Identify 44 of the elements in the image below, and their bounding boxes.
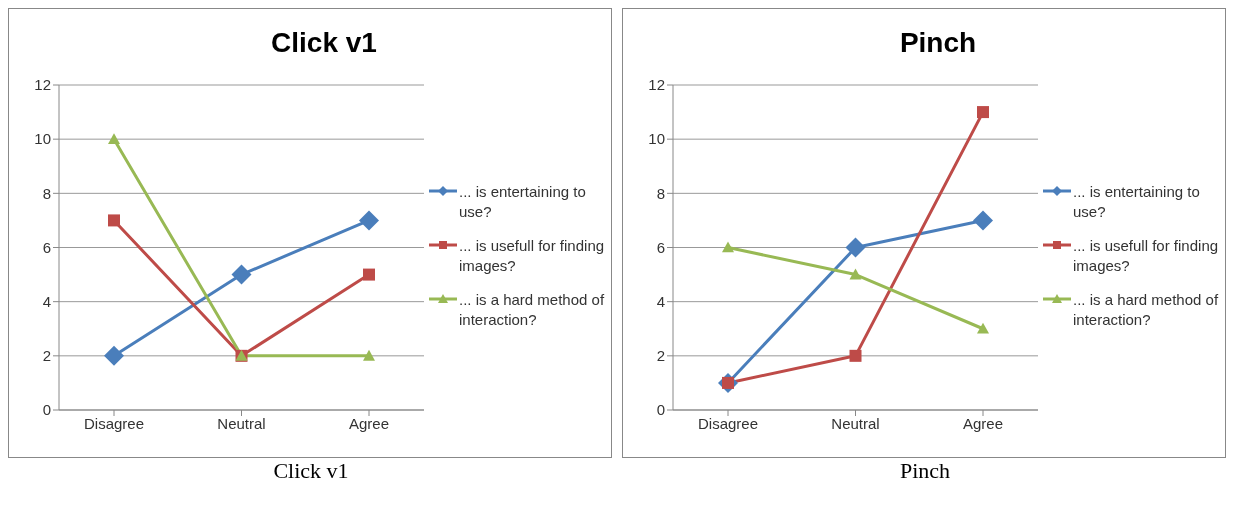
point — [363, 268, 375, 281]
point — [845, 237, 866, 258]
y-tick-label: 2 — [42, 347, 51, 365]
x-tick-label: Agree — [348, 414, 390, 432]
legend-label: ... is entertaining to use? — [1073, 181, 1201, 222]
point — [108, 133, 120, 144]
point — [977, 106, 989, 119]
y-tick-label: 10 — [648, 130, 665, 148]
legend-label: ... is a hard method of interaction? — [459, 289, 606, 330]
y-tick-label: 4 — [42, 292, 51, 310]
point — [104, 345, 124, 366]
y-tick-label: 10 — [34, 130, 51, 148]
x-tick-label: Disagree — [697, 414, 759, 432]
chart-title: Click v1 — [270, 27, 378, 59]
legend-label: ... is usefull for finding images? — [459, 235, 606, 276]
point — [359, 210, 379, 231]
y-tick-label: 6 — [656, 238, 665, 256]
y-tick-label: 6 — [42, 238, 51, 256]
text: Click v1 — [272, 458, 350, 484]
text: Pinch — [898, 458, 952, 484]
y-tick-label: 8 — [656, 184, 665, 202]
x-tick-label: Agree — [962, 414, 1004, 432]
legend-label: ... is a hard method of interaction? — [1073, 289, 1220, 330]
point — [973, 210, 993, 231]
y-tick-label: 2 — [656, 347, 665, 365]
x-tick-label: Disagree — [83, 414, 145, 432]
y-tick-label: 12 — [34, 76, 51, 94]
y-tick-label: 8 — [42, 184, 51, 202]
point — [849, 268, 862, 280]
x-tick-label: Neutral — [831, 414, 880, 432]
point — [977, 322, 989, 334]
y-tick-label: 12 — [648, 76, 665, 94]
y-tick-label: 0 — [656, 401, 665, 419]
chart-title: Pinch — [898, 27, 978, 59]
point — [849, 349, 862, 362]
y-tick-label: 0 — [42, 401, 51, 419]
point — [363, 349, 375, 361]
y-tick-label: 4 — [656, 292, 665, 310]
point — [108, 214, 120, 227]
point — [722, 241, 734, 253]
point — [231, 264, 252, 285]
legend-label: ... is entertaining to use? — [459, 181, 587, 222]
legend-label: ... is usefull for finding images? — [1073, 235, 1220, 276]
x-tick-label: Neutral — [217, 414, 266, 432]
